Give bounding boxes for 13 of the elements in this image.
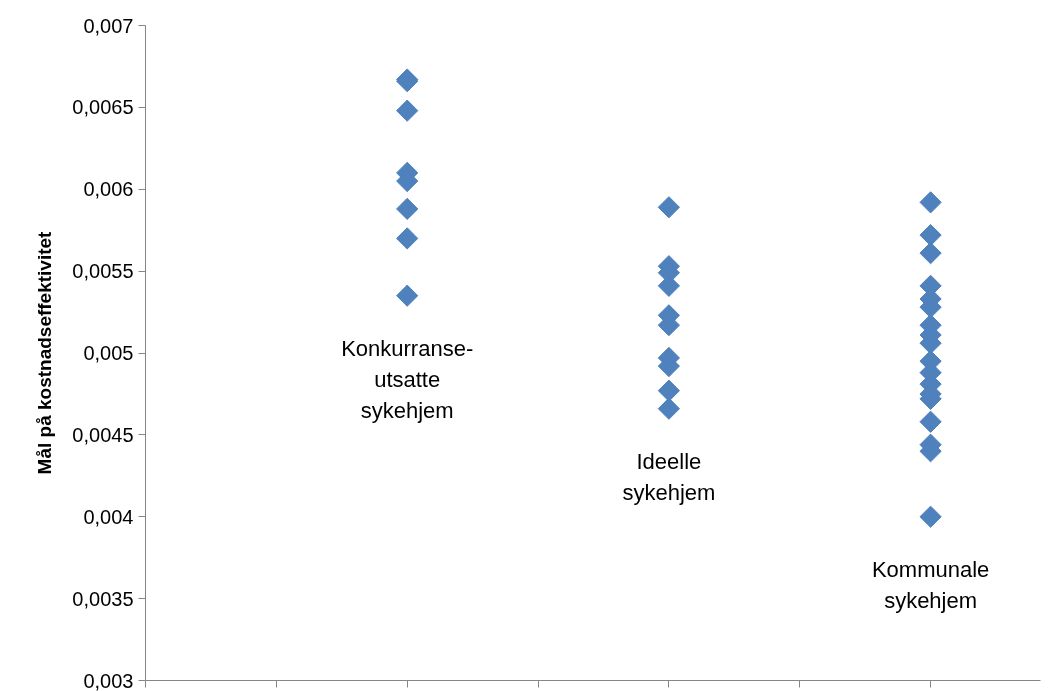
y-tick-label: 0,0065 xyxy=(72,96,134,119)
annotation: Konkurranse- utsatte sykehjem xyxy=(341,335,474,424)
y-tick-label: 0,0035 xyxy=(72,587,134,610)
y-tick-label: 0,007 xyxy=(83,14,134,37)
y-axis-title: Mål på kostnadseffektivitet xyxy=(34,230,56,475)
y-tick-label: 0,0045 xyxy=(72,423,134,446)
annotation: Ideelle sykehjem xyxy=(622,448,716,505)
y-tick-label: 0,004 xyxy=(83,505,134,528)
y-tick-label: 0,005 xyxy=(83,342,134,364)
y-tick-label: 0,006 xyxy=(83,178,134,201)
y-tick-label: 0,003 xyxy=(83,669,134,691)
annotation: Kommunale sykehjem xyxy=(871,556,990,613)
y-tick-label: 0,0055 xyxy=(72,260,134,283)
